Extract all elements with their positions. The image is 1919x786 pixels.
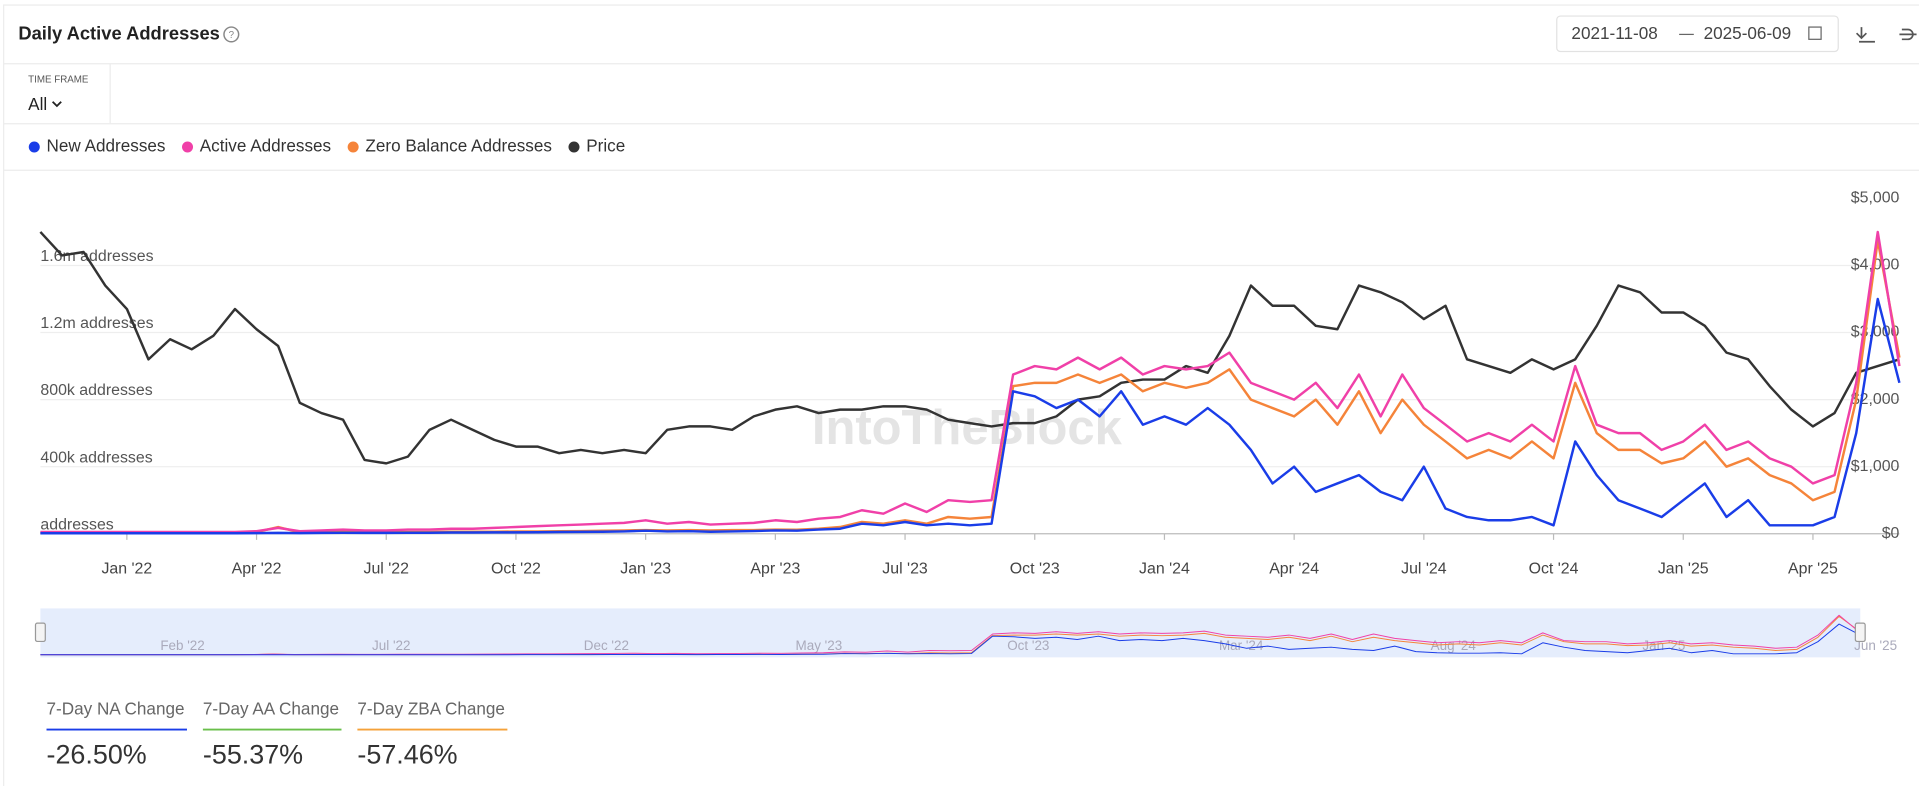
date-from: 2021-11-08	[1571, 23, 1657, 43]
x-tick-label: Jul '24	[1401, 560, 1447, 577]
stat-value: -55.37%	[203, 740, 303, 770]
navigator-label: May '23	[796, 638, 843, 653]
stat-label: 7-Day AA Change	[203, 699, 339, 719]
x-tick-label: Apr '23	[750, 560, 800, 577]
y2-tick-label: $1,000	[1851, 458, 1900, 475]
x-tick-label: Oct '24	[1529, 560, 1579, 577]
legend-marker[interactable]	[182, 141, 194, 153]
series-line	[39, 231, 1900, 465]
x-tick-label: Jan '25	[1658, 560, 1709, 577]
grid: addresses 400k addresses 800k addresses 1.2…	[40, 190, 1899, 578]
x-tick-label: Jan '24	[1139, 560, 1190, 577]
legend-marker[interactable]	[347, 141, 359, 153]
x-tick-label: Jan '23	[620, 560, 671, 577]
time-frame-value[interactable]: All	[28, 94, 47, 114]
legend-label[interactable]: Zero Balance Addresses	[365, 136, 552, 156]
card-frame	[3, 4, 1919, 786]
x-tick-label: Oct '22	[491, 560, 541, 577]
navigator-label: Jul '22	[372, 638, 410, 653]
navigator-handle[interactable]	[34, 622, 46, 643]
y2-tick-label: $0	[1882, 525, 1900, 542]
series-line	[40, 623, 1861, 656]
y-tick-label: addresses	[40, 516, 113, 533]
y-tick-label: 1.2m addresses	[40, 315, 153, 332]
plot-area	[39, 230, 1901, 535]
navigator-label: Dec '22	[584, 638, 629, 653]
legend-label[interactable]: Price	[586, 136, 625, 156]
y2-tick-label: $5,000	[1851, 190, 1900, 207]
date-to: 2025-06-09	[1704, 23, 1792, 43]
time-frame-label: TIME FRAME	[28, 74, 89, 85]
x-tick-label: Jul '23	[882, 560, 928, 577]
legend-marker[interactable]	[568, 141, 580, 153]
series-line	[40, 297, 1901, 535]
y-tick-label: 1.6m addresses	[40, 248, 153, 265]
legend: New Addresses Active Addresses Zero Balanc…	[28, 136, 625, 156]
legend-marker[interactable]	[28, 141, 40, 153]
link-icon[interactable]	[1899, 28, 1917, 41]
stat-value: -57.46%	[357, 740, 457, 770]
legend-label[interactable]: Active Addresses	[200, 136, 331, 156]
series-line	[40, 230, 1901, 534]
dropdown-caret[interactable]	[51, 101, 62, 108]
legend-label[interactable]: New Addresses	[47, 136, 166, 156]
x-tick-label: Jan '22	[101, 560, 152, 577]
navigator-label: Feb '22	[160, 638, 204, 653]
stats: 7-Day NA Change -26.50% 7-Day AA Change -55…	[46, 699, 508, 770]
stat-value: -26.50%	[47, 740, 147, 770]
help-icon[interactable]	[223, 26, 240, 43]
calendar-icon[interactable]	[1808, 26, 1822, 40]
navigator-window	[40, 608, 1861, 658]
navigator: Feb '22 Jul '22 Dec '22 May '23 Oct '23 Mar '…	[34, 608, 1897, 658]
x-tick-label: Apr '24	[1269, 560, 1319, 577]
navigator-label: Mar '24	[1219, 638, 1264, 653]
help-icon-glyph: ?	[229, 30, 235, 41]
stat-label: 7-Day NA Change	[47, 699, 185, 719]
y-tick-label: 800k addresses	[40, 382, 152, 399]
x-tick-label: Oct '23	[1010, 560, 1060, 577]
x-tick-label: Apr '22	[232, 560, 282, 577]
x-tick-label: Apr '25	[1788, 560, 1838, 577]
stat-label: 7-Day ZBA Change	[357, 699, 505, 719]
card-title: Daily Active Addresses	[18, 22, 220, 43]
navigator-label: Oct '23	[1007, 638, 1049, 653]
y-tick-label: 400k addresses	[40, 449, 152, 466]
navigator-handle[interactable]	[1854, 622, 1866, 643]
date-range-picker[interactable]	[1556, 15, 1839, 53]
download-icon[interactable]	[1855, 27, 1875, 43]
x-tick-label: Jul '22	[364, 560, 410, 577]
